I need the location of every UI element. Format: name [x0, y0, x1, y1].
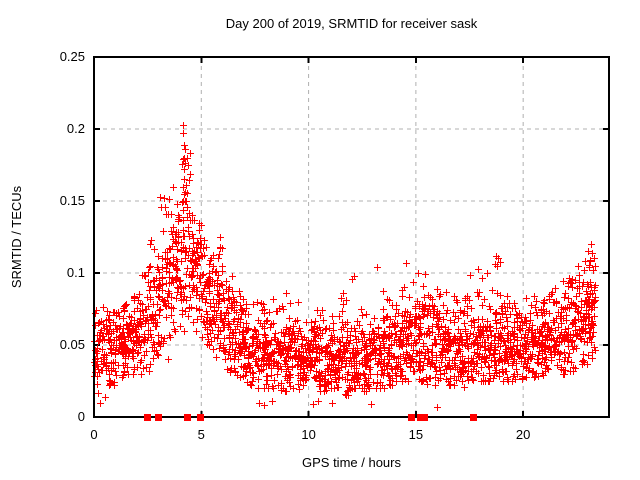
y-tick-label: 0: [78, 409, 85, 424]
x-tick-label: 0: [90, 427, 97, 442]
y-tick-label: 0.15: [60, 193, 85, 208]
x-tick-label: 15: [409, 427, 423, 442]
chart-title: Day 200 of 2019, SRMTID for receiver sas…: [225, 16, 478, 31]
x-tick-label: 20: [516, 427, 530, 442]
y-tick-label: 0.05: [60, 337, 85, 352]
x-tick-label: 10: [301, 427, 315, 442]
event-marker-square: [408, 414, 415, 421]
event-marker-square: [155, 414, 162, 421]
event-marker-square: [184, 414, 191, 421]
y-tick-label: 0.25: [60, 49, 85, 64]
x-tick-label: 5: [198, 427, 205, 442]
event-marker-square: [470, 414, 477, 421]
y-tick-label: 0.2: [67, 121, 85, 136]
x-axis-label: GPS time / hours: [302, 455, 401, 470]
data-points: [91, 122, 599, 411]
event-marker-square: [421, 414, 428, 421]
event-marker-square: [144, 414, 151, 421]
event-marker-square: [197, 414, 204, 421]
plot-border: [93, 56, 610, 418]
event-marker-square: [417, 414, 424, 421]
y-tick-label: 0.1: [67, 265, 85, 280]
